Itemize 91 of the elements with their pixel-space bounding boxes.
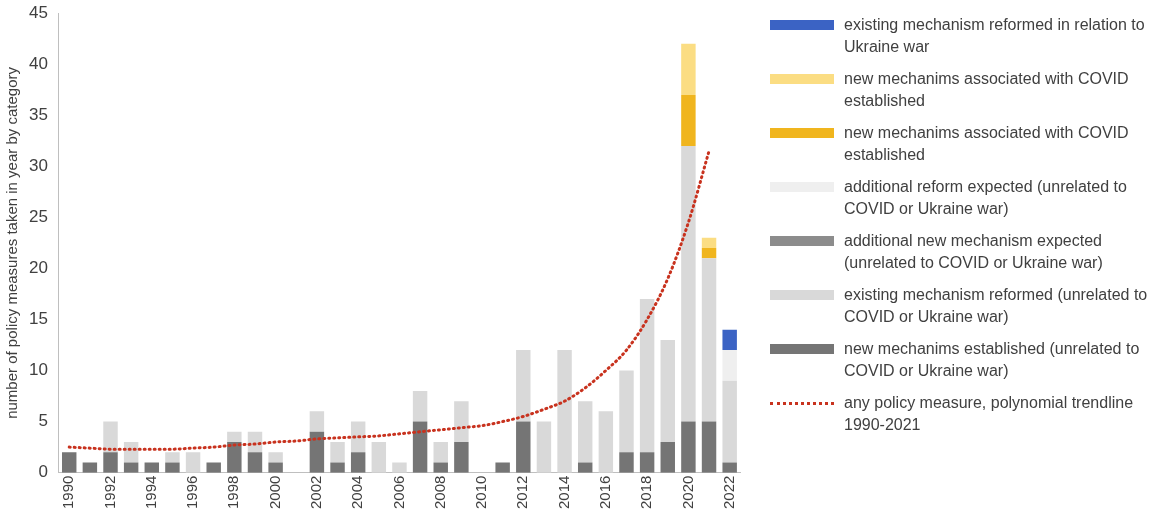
bar bbox=[681, 421, 696, 473]
bar bbox=[722, 380, 737, 463]
bar bbox=[701, 258, 717, 422]
x-tick-label: 2006 bbox=[389, 475, 407, 510]
bar bbox=[722, 329, 737, 351]
line-series bbox=[67, 149, 711, 451]
bar bbox=[227, 442, 242, 473]
bar bbox=[516, 350, 531, 422]
bar bbox=[681, 43, 696, 95]
bar bbox=[227, 431, 242, 442]
bar bbox=[412, 421, 428, 473]
bar bbox=[330, 442, 345, 463]
y-tick-label: 20 bbox=[28, 258, 48, 278]
y-tick-label: 40 bbox=[28, 53, 48, 73]
legend-label: additional new mechanism expected (unrelated to COVID or Ukraine war) bbox=[844, 231, 1104, 273]
bar bbox=[681, 94, 696, 146]
y-tick-label: 45 bbox=[28, 2, 48, 22]
y-tick-label: 35 bbox=[28, 104, 48, 124]
bar bbox=[516, 421, 531, 473]
bar bbox=[62, 452, 77, 473]
bar bbox=[165, 462, 180, 473]
bar bbox=[392, 462, 407, 473]
x-tick-label: 2004 bbox=[348, 475, 366, 510]
x-tick-label: 2022 bbox=[719, 475, 737, 510]
bar bbox=[701, 421, 717, 473]
bar bbox=[722, 462, 737, 473]
bar bbox=[598, 411, 614, 473]
bar bbox=[412, 390, 428, 422]
x-tick-label: 1998 bbox=[224, 475, 242, 510]
bar bbox=[660, 442, 675, 473]
legend-label: existing mechanism reformed in relation to Ukraine war bbox=[844, 15, 1146, 57]
bar bbox=[454, 442, 469, 473]
bar bbox=[268, 452, 283, 463]
bar bbox=[247, 452, 263, 473]
x-tick-label: 2002 bbox=[307, 475, 325, 510]
bar bbox=[639, 452, 655, 473]
bar bbox=[433, 442, 448, 463]
bar bbox=[619, 452, 634, 473]
x-tick-label: 1994 bbox=[141, 475, 159, 510]
bar bbox=[206, 462, 221, 473]
bar bbox=[82, 462, 98, 473]
x-tick-label: 1992 bbox=[100, 475, 118, 510]
bar bbox=[371, 442, 387, 473]
y-tick-label: 5 bbox=[38, 411, 48, 431]
x-tick-label: 1996 bbox=[183, 475, 201, 510]
x-tick-label: 2008 bbox=[430, 475, 448, 510]
legend-label: new mechanims associated with COVID established bbox=[844, 69, 1130, 111]
x-tick-label: 2010 bbox=[472, 475, 490, 510]
bar bbox=[103, 421, 118, 453]
bar bbox=[309, 431, 325, 473]
bar bbox=[123, 462, 139, 473]
legend-label: new mechanims associated with COVID established bbox=[844, 123, 1130, 165]
bar bbox=[330, 462, 345, 473]
y-tick-label: 15 bbox=[28, 309, 48, 329]
bar bbox=[144, 462, 160, 473]
bar bbox=[722, 350, 737, 381]
legend-label: additional reform expected (unrelated to COVID or Ukraine war) bbox=[844, 177, 1128, 219]
legend-label: new mechanims established (unrelated to COVID or Ukraine war) bbox=[844, 339, 1141, 381]
x-tick-label: 2014 bbox=[554, 475, 572, 510]
legend-label: existing mechanism reformed (unrelated to COVID or Ukraine war) bbox=[844, 285, 1149, 327]
bar bbox=[701, 248, 717, 259]
x-tick-label: 2000 bbox=[265, 475, 283, 510]
bar bbox=[701, 237, 717, 249]
x-tick-label: 1990 bbox=[59, 475, 77, 510]
y-tick-label: 10 bbox=[28, 360, 48, 380]
bar bbox=[268, 462, 283, 473]
y-axis-title: number of policy measures taken in year by category bbox=[3, 66, 21, 419]
bar bbox=[350, 452, 366, 473]
bar bbox=[309, 411, 325, 432]
bar bbox=[639, 299, 655, 453]
bar bbox=[660, 339, 675, 442]
x-tick-label: 2012 bbox=[513, 475, 531, 510]
bar bbox=[495, 462, 510, 473]
bar bbox=[619, 370, 634, 453]
x-tick-label: 2020 bbox=[678, 475, 696, 510]
bar bbox=[681, 145, 696, 422]
bar bbox=[454, 401, 469, 442]
y-tick-label: 0 bbox=[38, 462, 48, 482]
bar bbox=[185, 452, 201, 473]
bar bbox=[165, 452, 180, 463]
x-tick-label: 2018 bbox=[637, 475, 655, 510]
bar bbox=[557, 350, 572, 473]
x-tick-label: 2016 bbox=[595, 475, 613, 510]
bar bbox=[433, 462, 448, 473]
y-tick-label: 25 bbox=[28, 207, 48, 227]
bar bbox=[536, 421, 552, 473]
y-tick-label: 30 bbox=[28, 156, 48, 176]
bar bbox=[577, 462, 593, 473]
legend-label: any policy measure, polynomial trendline 1990-2021 bbox=[844, 393, 1135, 435]
bar bbox=[577, 401, 593, 463]
bar bbox=[103, 452, 118, 473]
